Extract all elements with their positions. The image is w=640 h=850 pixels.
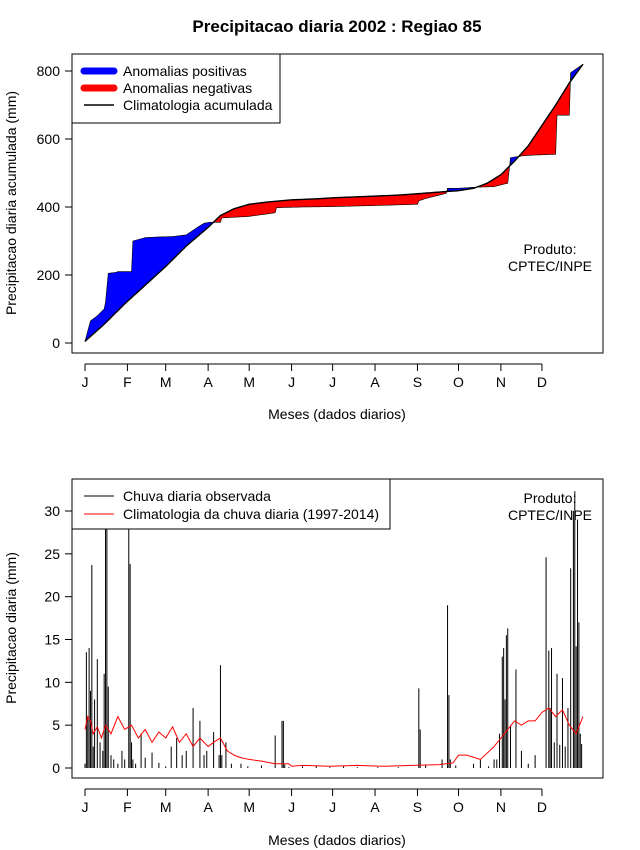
chart-title: Precipitacao diaria 2002 : Regiao 85 [192,17,481,36]
bottom-y-tick-label-5: 5 [52,717,60,733]
x-axis-label: Meses (dados diarios) [268,832,406,848]
y-axis-label: Precipitacao diaria (mm) [3,552,19,704]
legend-label-climatology: Climatologia da chuva diaria (1997-2014) [123,506,379,522]
bottom-y-tick-label-30: 30 [44,503,60,519]
daily-chart: 0 5 10 15 20 25 30 J F M A M J J A S O N D Meses (dados d… [3,478,604,848]
legend: Chuva diaria observada Climatologia da c… [71,478,391,530]
top-x-tick-label-4: M [243,374,255,390]
top-x-tick-label-11: D [537,374,547,390]
legend-label-climatology: Climatologia acumulada [123,97,273,113]
bottom-x-tick-label-7: A [370,799,380,815]
top-x-tick-label-1: F [123,374,132,390]
product-label: Produto: [524,241,577,257]
bottom-x-tick-label-3: A [203,799,213,815]
top-y-tick-label-400: 400 [37,199,61,215]
climatology-daily-line-group [84,707,584,767]
product-source: CPTEC/INPE [508,258,592,274]
top-x-tick-label-10: N [496,374,506,390]
bottom-x-tick-label-2: M [160,799,172,815]
bottom-x-tick-label-1: F [123,799,132,815]
x-axis-label: Meses (dados diarios) [268,406,406,422]
bottom-x-tick-label-6: J [329,799,336,815]
top-x-tick-label-3: A [203,374,213,390]
bottom-x-tick-label-4: M [243,799,255,815]
cumulative-chart: Precipitacao diaria 2002 : Regiao 85 0 20… [3,17,604,422]
climatology-line-group [84,63,584,342]
climatology-cumulative-line [84,63,584,342]
bottom-x-tick-label-5: J [288,799,295,815]
top-y-tick-label-200: 200 [37,267,61,283]
top-x-tick-label-8: S [413,374,422,390]
y-axis: 0 5 10 15 20 25 30 [44,503,73,776]
legend: Anomalias positivas Anomalias negativas … [71,53,281,124]
negative-anomaly-area-3 [477,157,511,188]
top-y-tick-label-0: 0 [52,335,60,351]
top-x-tick-label-6: J [329,374,336,390]
negative-anomaly-area-5 [519,72,571,157]
bottom-y-tick-label-25: 25 [44,546,60,562]
y-axis: 0 200 400 600 800 [37,63,73,351]
bottom-x-tick-label-10: N [496,799,506,815]
bottom-y-tick-label-15: 15 [44,632,60,648]
bottom-y-tick-label-10: 10 [44,674,60,690]
top-x-tick-label-2: M [160,374,172,390]
bottom-y-tick-label-20: 20 [44,589,60,605]
y-axis-label: Precipitacao diaria acumulada (mm) [3,91,19,315]
top-y-tick-label-600: 600 [37,131,61,147]
bottom-x-tick-label-8: S [413,799,422,815]
product-label: Produto: [524,490,577,506]
legend-box [71,478,391,530]
top-x-tick-label-5: J [288,374,295,390]
bottom-y-tick-label-0: 0 [52,760,60,776]
product-source: CPTEC/INPE [508,507,592,523]
legend-label-negative: Anomalias negativas [123,80,252,96]
top-x-tick-label-7: A [370,374,380,390]
observed-bars [84,491,583,768]
climatology-daily-line [84,707,584,767]
top-x-tick-label-9: O [453,374,464,390]
legend-box [71,53,281,124]
top-y-tick-label-800: 800 [37,63,61,79]
legend-label-observed: Chuva diaria observada [123,488,271,504]
bottom-x-tick-label-9: O [453,799,464,815]
top-x-tick-label-0: J [82,374,89,390]
bottom-x-tick-label-11: D [537,799,547,815]
bottom-x-tick-label-0: J [82,799,89,815]
legend-label-positive: Anomalias positivas [123,63,247,79]
